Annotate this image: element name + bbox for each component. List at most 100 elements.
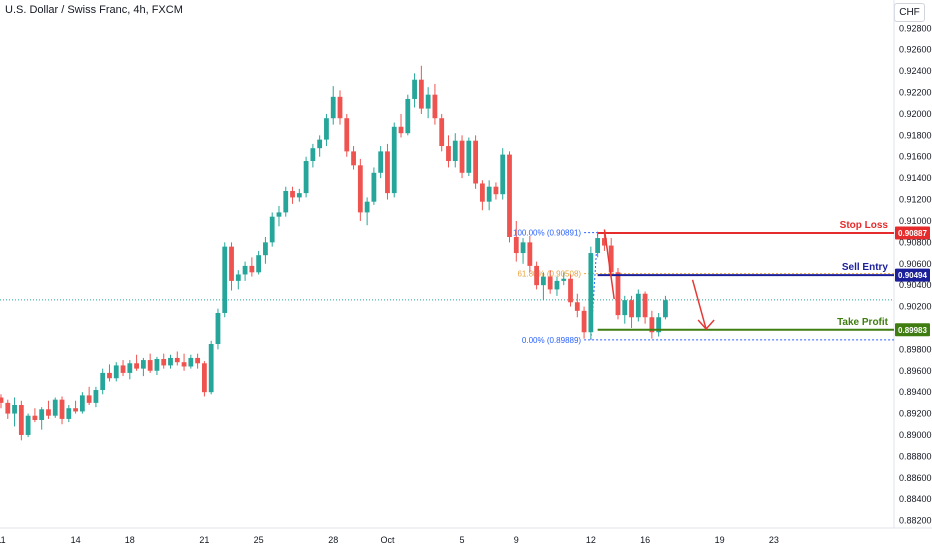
candle-body [18, 405, 24, 435]
time-tick-label: 28 [328, 535, 338, 545]
time-tick-label: 5 [460, 535, 465, 545]
candle-body [120, 365, 126, 373]
candle-body [283, 190, 289, 213]
time-tick-label: 23 [769, 535, 779, 545]
price-tick-label: 0.89200 [899, 409, 932, 419]
candle-body [263, 242, 268, 256]
level-name: Stop Loss [840, 220, 889, 231]
candle-body [107, 372, 112, 379]
candle-body [663, 300, 668, 318]
candle-body [629, 300, 634, 318]
price-tick-label: 0.92800 [899, 23, 932, 33]
candle-body [140, 360, 146, 369]
candle-body [568, 278, 573, 303]
candle-body [432, 94, 438, 119]
candle-body [215, 312, 221, 345]
candle-body [86, 395, 92, 403]
candle-body [513, 237, 519, 254]
time-tick-label: 16 [640, 535, 650, 545]
time-tick-label: Oct [380, 535, 395, 545]
price-tick-label: 0.91600 [899, 152, 932, 162]
level-name: Sell Entry [842, 262, 889, 273]
price-tick-label: 0.92400 [899, 66, 932, 76]
candle-body [235, 274, 241, 281]
price-tick-label: 0.90600 [899, 259, 932, 269]
candle-body [93, 390, 99, 403]
candle-body [615, 272, 621, 316]
candle-body [412, 79, 417, 99]
time-tick-label: 18 [125, 535, 135, 545]
projection-arrow-main [691, 279, 707, 330]
candle-body [12, 405, 17, 414]
candle-body [161, 358, 167, 366]
candle-body [337, 96, 343, 119]
candle-body [310, 148, 316, 162]
candle-body [425, 94, 431, 109]
candle-body [459, 140, 465, 173]
price-tick-label: 0.92000 [899, 109, 932, 119]
price-tick-label: 0.90200 [899, 302, 932, 312]
candle-body [581, 310, 587, 333]
candle-body [52, 399, 58, 416]
candle-body [351, 151, 356, 166]
candle-body [608, 245, 614, 273]
candle-body [371, 172, 377, 202]
projection-arrow-small [603, 229, 615, 300]
candle-body [290, 190, 295, 198]
candle-body [222, 246, 228, 313]
price-tick-label: 0.91000 [899, 216, 932, 226]
level-price-label: 0.90494 [898, 271, 927, 280]
time-axis[interactable]: 11 14 18 21 25 28 Oct 5 9 12 16 19 23 [0, 535, 779, 545]
candle-body [79, 395, 85, 412]
level-price-badge [895, 323, 930, 337]
candle-body [398, 126, 404, 134]
price-tick-label: 0.91400 [899, 173, 932, 183]
candle-body [208, 344, 214, 393]
candle-body [527, 242, 533, 266]
candle-body [296, 193, 302, 198]
candle-body [439, 118, 445, 147]
candle-body [479, 183, 485, 202]
candle-body [168, 357, 173, 366]
candle-body [202, 363, 207, 393]
candle-body [378, 151, 384, 173]
candle-body [276, 212, 282, 217]
candle-body [256, 255, 262, 273]
candle-body [303, 161, 309, 194]
candle-body [147, 360, 153, 371]
candle-body [649, 317, 655, 333]
price-tick-label: 0.89600 [899, 366, 932, 376]
trade-levels[interactable]: Stop Loss 0.90887 Sell Entry 0.90494 Take Pr… [597, 220, 930, 337]
candle-body [507, 154, 512, 238]
price-tick-label: 0.88400 [899, 494, 932, 504]
price-axis[interactable]: 0.92800 0.92600 0.92400 0.92200 0.92000 0.918… [899, 23, 932, 525]
candle-body [154, 358, 160, 371]
price-tick-label: 0.92200 [899, 88, 932, 98]
candle-body [595, 238, 601, 254]
price-tick-label: 0.91800 [899, 130, 932, 140]
candle-body [113, 365, 119, 379]
candle-body [561, 278, 567, 281]
candle-body [5, 402, 11, 414]
candle-body [66, 408, 72, 419]
candle-body [344, 118, 350, 152]
candle-body [59, 399, 65, 419]
candle-body [46, 409, 51, 416]
chart-title: U.S. Dollar / Swiss Franc, 4h, FXCM [5, 4, 183, 16]
level-price-badge [895, 268, 930, 282]
price-tick-label: 0.88600 [899, 473, 932, 483]
candle-body [622, 300, 628, 316]
time-tick-label: 11 [0, 535, 6, 545]
candle-body [229, 246, 234, 281]
candle-body [405, 98, 411, 134]
candle-body [602, 238, 607, 246]
candle-body [249, 265, 255, 273]
candle-body [39, 409, 45, 420]
time-tick-label: 14 [71, 535, 81, 545]
candle-body [127, 363, 133, 373]
candle-body [418, 79, 424, 109]
projection-arrows [603, 229, 715, 331]
level-price-badge [895, 226, 930, 240]
candle-body [242, 265, 248, 275]
